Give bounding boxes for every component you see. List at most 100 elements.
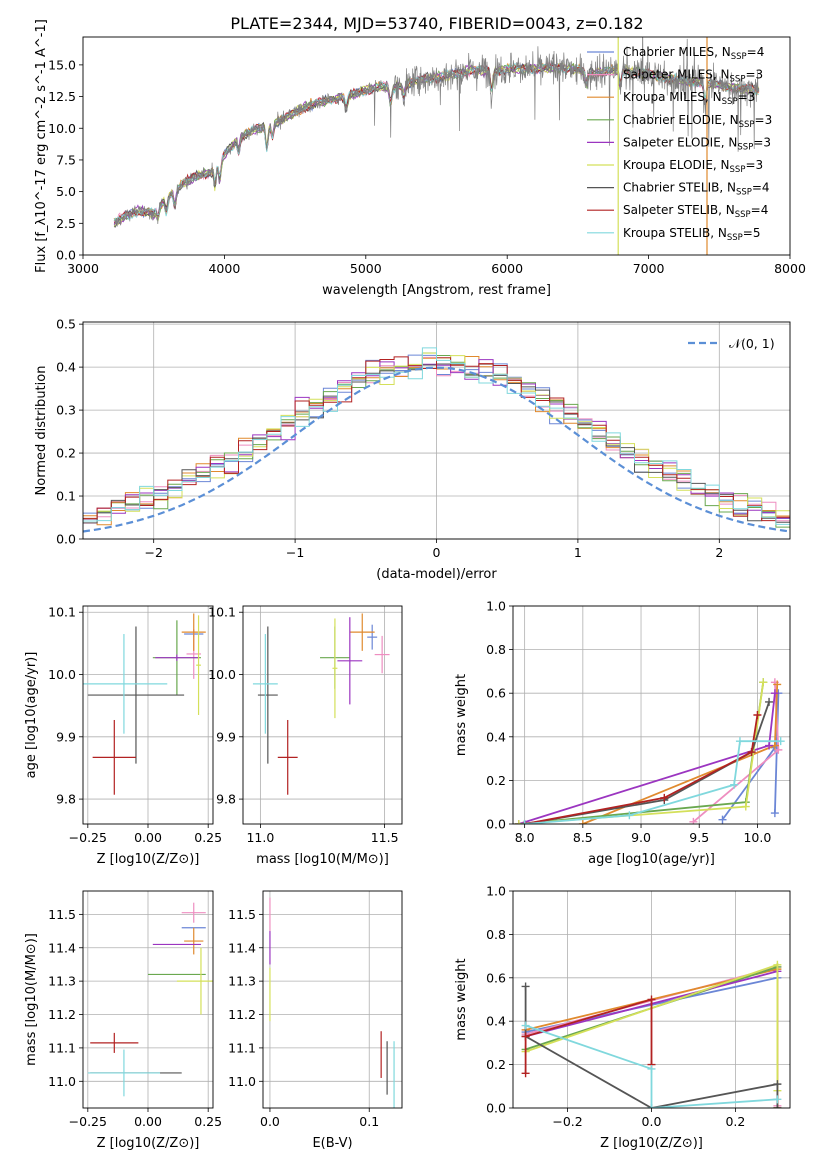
x-tick-label: 3000 xyxy=(67,261,99,276)
y-tick-label: 1.0 xyxy=(486,599,506,614)
x-tick-label: −2 xyxy=(144,545,162,560)
figure-title: PLATE=2344, MJD=53740, FIBERID=0043, z=0… xyxy=(230,14,643,33)
mass-weight-marker xyxy=(514,820,523,824)
ticks: −2 −1 0 1 2 0.0 0.1 0.2 0.3 0.4 0.5 xyxy=(56,317,723,560)
legend-entry: Chabrier ELODIE, NSSP=3 xyxy=(623,113,772,130)
mass-weight-marker xyxy=(753,711,762,719)
x-tick-label: 11.5 xyxy=(371,830,399,845)
y-tick-label: 10.0 xyxy=(208,667,236,682)
mass-weight-series xyxy=(524,701,770,824)
y-tick-label: 0.2 xyxy=(486,1057,506,1072)
error-bars xyxy=(252,613,390,795)
legend-entry-value: =4 xyxy=(747,45,765,59)
y-tick-label: 11.4 xyxy=(228,940,256,955)
ticks: 3000 4000 5000 6000 7000 8000 0.0 2.5 5.0 7.5 10.0… xyxy=(48,57,806,276)
y-tick-label: 11.2 xyxy=(228,1007,256,1022)
y-tick-label: 0.6 xyxy=(486,686,506,701)
y-tick-label: 0.4 xyxy=(486,729,506,744)
legend-entry-subscript: SSP xyxy=(730,75,746,85)
x-tick-label: 0.1 xyxy=(359,1114,379,1129)
error-bars xyxy=(87,902,213,1097)
legend-entry-text: Salpeter MILES, N xyxy=(623,68,730,82)
x-axis-label: (data-model)/error xyxy=(376,567,497,582)
residuals-panel: −2 −1 0 1 2 0.0 0.1 0.2 0.3 0.4 0.5 (data-model)/er… xyxy=(34,317,791,582)
y-tick-label: 5.0 xyxy=(56,184,76,199)
mass-weight-marker xyxy=(625,811,634,820)
mass-weight-marker xyxy=(770,809,779,818)
legend-entry-text: Chabrier MILES, N xyxy=(623,45,731,59)
x-axis-label: Z [log10(Z/Z⊙)] xyxy=(97,1136,200,1151)
x-axis-label: wavelength [Angstrom, rest frame] xyxy=(322,283,551,298)
mass-weight-marker xyxy=(773,1104,782,1108)
spectrum-panel: 3000 4000 5000 6000 7000 8000 0.0 2.5 5.0 7.5 10.0… xyxy=(34,19,806,298)
error-bar-point xyxy=(367,624,378,650)
ticks: −0.2 0.0 0.2 0.0 0.2 0.4 0.6 0.8 1.0 xyxy=(486,884,745,1130)
legend-entry-subscript: SSP xyxy=(736,188,752,198)
legend-entry-text: Kroupa MILES, N xyxy=(623,90,722,104)
legend-entry-value: =4 xyxy=(751,203,769,217)
mass-weight-lines xyxy=(521,960,782,1108)
y-tick-label: 0.0 xyxy=(56,248,76,263)
x-tick-label: −0.2 xyxy=(552,1114,582,1129)
mass-weight-series xyxy=(524,986,779,1108)
y-tick-label: 10.1 xyxy=(48,605,76,620)
mass-weight-series xyxy=(524,714,759,824)
error-bar-point xyxy=(181,613,206,651)
y-tick-label: 11.4 xyxy=(48,940,76,955)
mass-weight-marker xyxy=(718,815,727,824)
y-tick-label: 0.5 xyxy=(56,317,76,332)
error-bar-point xyxy=(257,626,278,764)
legend-entry-text: Chabrier STELIB, N xyxy=(623,181,736,195)
y-tick-label: 0.8 xyxy=(486,927,506,942)
y-tick-label: 0.4 xyxy=(486,1014,506,1029)
y-tick-label: 0.3 xyxy=(56,403,76,418)
mass-weight-marker xyxy=(765,741,774,750)
x-tick-label: −0.25 xyxy=(69,830,107,845)
residual-histogram xyxy=(83,356,790,524)
legend-entry: Kroupa STELIB, NSSP=5 xyxy=(623,226,761,243)
y-axis-label: mass weight xyxy=(454,674,469,756)
error-bar-point xyxy=(87,1049,161,1097)
legend-entry-value: =3 xyxy=(753,135,771,149)
axes-frame xyxy=(82,605,214,825)
y-tick-label: 10.0 xyxy=(48,121,76,136)
x-tick-label: 0.00 xyxy=(134,830,162,845)
mass-weight-marker xyxy=(773,960,782,969)
error-bar-point xyxy=(252,634,278,734)
legend-entry-subscript: SSP xyxy=(737,142,753,152)
mass-weight-marker xyxy=(730,780,739,789)
y-axis-label: mass weight xyxy=(454,958,469,1040)
x-axis-label: E(B-V) xyxy=(312,1136,352,1151)
legend-entry-subscript: SSP xyxy=(739,120,755,130)
legend-entry-text: Kroupa ELODIE, N xyxy=(623,158,730,172)
y-tick-label: 9.9 xyxy=(56,729,76,744)
mass-weight-marker xyxy=(647,1064,656,1073)
mass-vs-metallicity-panel: −0.25 0.00 0.25 11.0 11.1 11.2 11.3 11.4 11.5 Z [… xyxy=(24,890,222,1151)
y-tick-label: 9.8 xyxy=(216,792,236,807)
axes-frame xyxy=(512,605,791,825)
ticks: −0.25 0.00 0.25 9.8 9.9 10.0 10.1 xyxy=(48,605,222,845)
x-tick-label: 7000 xyxy=(633,261,665,276)
x-tick-label: 0.0 xyxy=(642,1114,662,1129)
y-axis-label: age [log10(age/yr)] xyxy=(24,652,39,779)
y-tick-label: 11.2 xyxy=(48,1007,76,1022)
legend-entry-value: =3 xyxy=(738,90,756,104)
mass-weight-vs-age-panel: 8.0 8.5 9.0 9.5 10.0 0.0 0.2 0.4 0.6 0.8 1.0 age [l… xyxy=(454,599,791,867)
y-axis-label: Flux [f_λ10^-17 erg cm^-2 s^-1 A^-1] xyxy=(34,19,49,273)
legend-entry-subscript: SSP xyxy=(722,97,738,107)
x-tick-label: 9.0 xyxy=(631,830,651,845)
legend-entry-value: =3 xyxy=(755,113,773,127)
mass-weight-marker xyxy=(521,1069,530,1078)
y-tick-label: 11.3 xyxy=(48,974,76,989)
mass-weight-marker xyxy=(735,737,744,746)
y-tick-label: 2.5 xyxy=(56,216,76,231)
mass-weight-marker xyxy=(770,689,779,698)
error-bar-point xyxy=(87,626,185,764)
age-vs-metallicity-panel: −0.25 0.00 0.25 9.8 9.9 10.0 10.1 Z [log10(Z/Z⊙… xyxy=(24,605,222,867)
y-tick-label: 0.1 xyxy=(56,489,76,504)
x-tick-label: 5000 xyxy=(350,261,382,276)
error-bar-point xyxy=(176,947,213,1015)
grid xyxy=(83,606,213,824)
mass-weight-marker xyxy=(765,697,774,706)
